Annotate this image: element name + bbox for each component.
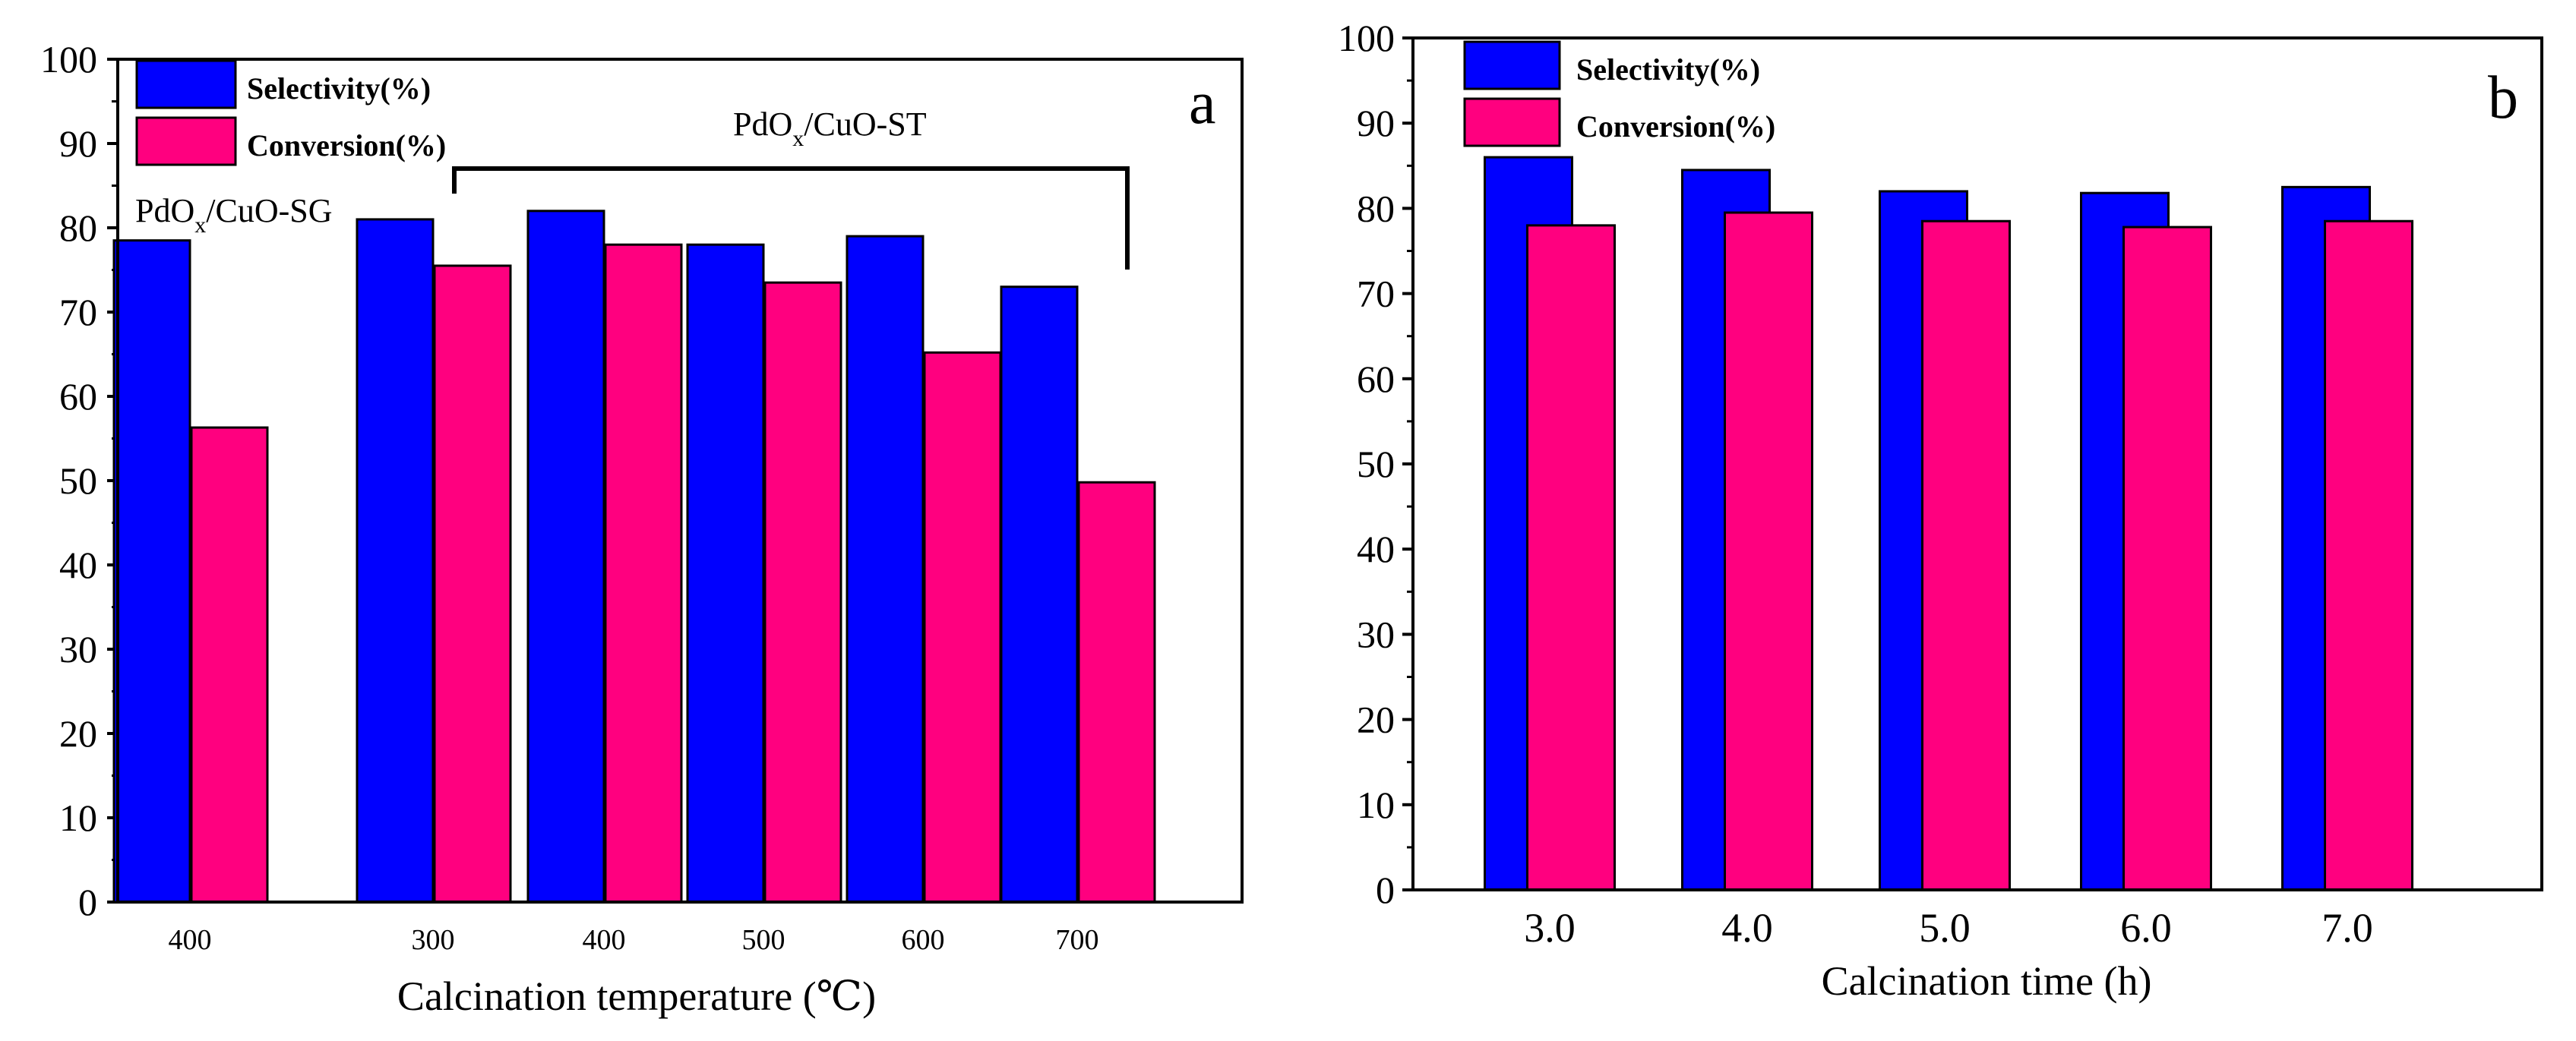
x-tick-label: 3.0 bbox=[1524, 905, 1576, 951]
bar-conversion-b bbox=[2122, 226, 2212, 891]
x-tick-labels-a: 400 300 400 500 600 700 bbox=[169, 924, 1099, 956]
annotation-st: PdOx/CuO-ST bbox=[733, 106, 927, 151]
x-tick-label: 4.0 bbox=[1721, 905, 1773, 951]
legend-swatch-conversion-a bbox=[135, 116, 237, 166]
x-tick-label: 7.0 bbox=[2322, 905, 2373, 951]
plot-frame-b bbox=[1411, 36, 2543, 891]
x-tick-label: 400 bbox=[583, 924, 626, 956]
bar-selectivity-a bbox=[845, 235, 925, 904]
y-axis-a: 0 10 20 30 40 50 60 70 80 90 100 bbox=[40, 38, 118, 923]
y-tick-label: 40 bbox=[1357, 528, 1395, 570]
bar-selectivity-a bbox=[686, 243, 765, 904]
y-tick-label: 20 bbox=[1357, 699, 1395, 741]
bar-conversion-b bbox=[1724, 211, 1813, 891]
legend-b: Selectivity(%) Conversion(%) bbox=[1463, 40, 1775, 147]
bar-selectivity-a bbox=[112, 239, 191, 904]
legend-swatch-conversion-b bbox=[1463, 97, 1561, 147]
y-tick-label: 50 bbox=[59, 459, 97, 502]
x-tick-label: 6.0 bbox=[2120, 905, 2172, 951]
y-tick-label: 90 bbox=[1357, 102, 1395, 144]
bar-selectivity-a bbox=[526, 210, 605, 904]
y-tick-label: 80 bbox=[59, 207, 97, 249]
y-tick-label: 70 bbox=[1357, 273, 1395, 315]
y-tick-label: 30 bbox=[1357, 613, 1395, 655]
bar-conversion-a bbox=[190, 426, 269, 904]
y-tick-label: 10 bbox=[59, 797, 97, 839]
y-tick-label: 60 bbox=[1357, 358, 1395, 400]
bar-conversion-a bbox=[763, 281, 842, 904]
y-axis-b: 0 10 20 30 40 50 60 70 80 90 100 bbox=[1338, 17, 1413, 911]
chart-panel-b: 0 10 20 30 40 50 60 70 80 90 100 3.0 4.0 5.0 6.0 7.0 S… bbox=[1338, 17, 2543, 1004]
y-tick-label: 60 bbox=[59, 375, 97, 418]
panel-label-b: b bbox=[2488, 65, 2518, 131]
legend-swatch-selectivity-b bbox=[1463, 40, 1561, 90]
x-axis-title-b: Calcination time (h) bbox=[1822, 958, 2152, 1004]
x-tick-label: 300 bbox=[412, 924, 455, 956]
bar-conversion-a bbox=[604, 243, 683, 904]
y-tick-label: 90 bbox=[59, 122, 97, 165]
x-axis-title-a: Calcination temperature (℃) bbox=[397, 973, 876, 1019]
bar-selectivity-a bbox=[356, 218, 435, 904]
y-tick-label: 0 bbox=[78, 881, 97, 923]
y-tick-label: 100 bbox=[40, 38, 97, 80]
x-tick-label: 700 bbox=[1056, 924, 1099, 956]
bar-selectivity-a bbox=[1000, 285, 1079, 904]
chart-panel-a: 0 10 20 30 40 50 60 70 80 90 100 400 300 400 500 600 70… bbox=[40, 38, 1244, 1019]
x-tick-labels-b: 3.0 4.0 5.0 6.0 7.0 bbox=[1524, 905, 2373, 951]
x-tick-label: 5.0 bbox=[1919, 905, 1971, 951]
bars-b bbox=[1484, 156, 2413, 891]
plot-frame-a bbox=[116, 58, 1244, 904]
bars-a bbox=[112, 210, 1156, 904]
x-tick-label: 400 bbox=[169, 924, 212, 956]
y-tick-label: 80 bbox=[1357, 187, 1395, 229]
x-tick-label: 500 bbox=[742, 924, 785, 956]
bar-conversion-b bbox=[1526, 224, 1616, 891]
legend-label-conversion-b: Conversion(%) bbox=[1576, 109, 1775, 144]
bracket-st bbox=[452, 166, 1130, 196]
bar-conversion-b bbox=[1921, 219, 2011, 891]
bar-conversion-a bbox=[923, 351, 1002, 904]
x-tick-label: 600 bbox=[902, 924, 945, 956]
annotation-sg: PdOx/CuO-SG bbox=[135, 192, 333, 238]
y-tick-label: 100 bbox=[1338, 17, 1395, 59]
y-tick-label: 10 bbox=[1357, 784, 1395, 826]
y-tick-label: 70 bbox=[59, 291, 97, 333]
panel-label-a: a bbox=[1189, 70, 1216, 137]
bar-conversion-a bbox=[1077, 481, 1156, 904]
y-tick-label: 40 bbox=[59, 544, 97, 586]
legend-label-selectivity-a: Selectivity(%) bbox=[247, 71, 431, 106]
y-tick-label: 0 bbox=[1376, 869, 1395, 911]
bar-conversion-a bbox=[433, 264, 512, 904]
y-tick-label: 50 bbox=[1357, 443, 1395, 485]
legend-label-selectivity-b: Selectivity(%) bbox=[1576, 52, 1760, 87]
legend-label-conversion-a: Conversion(%) bbox=[247, 128, 446, 162]
legend-swatch-selectivity-a bbox=[135, 59, 237, 109]
y-tick-label: 20 bbox=[59, 712, 97, 755]
legend-a: Selectivity(%) Conversion(%) bbox=[135, 59, 446, 166]
bar-conversion-b bbox=[2324, 219, 2413, 891]
y-tick-label: 30 bbox=[59, 628, 97, 670]
